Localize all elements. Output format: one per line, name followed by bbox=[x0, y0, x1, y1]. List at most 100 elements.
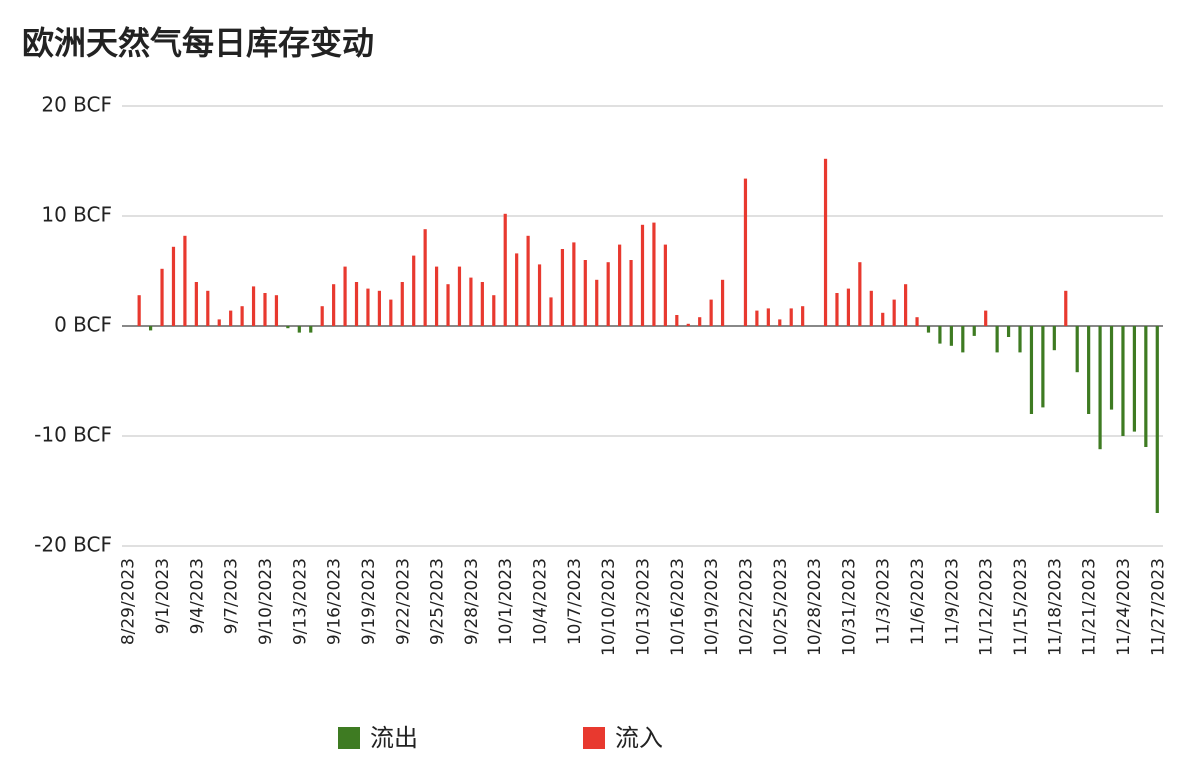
bar bbox=[686, 323, 690, 326]
bar bbox=[206, 290, 210, 326]
bar bbox=[274, 295, 279, 326]
bar bbox=[904, 284, 908, 326]
bar bbox=[332, 284, 336, 326]
x-tick-label: 10/22/2023 bbox=[736, 558, 756, 656]
bar bbox=[137, 295, 141, 326]
x-tick-label: 9/28/2023 bbox=[462, 558, 482, 645]
bar bbox=[1052, 326, 1056, 351]
bar bbox=[720, 279, 725, 326]
bar bbox=[480, 282, 484, 326]
bar bbox=[515, 253, 519, 326]
y-tick-label: -10 BCF bbox=[34, 423, 112, 447]
bar bbox=[217, 319, 221, 326]
bar bbox=[171, 246, 176, 326]
bar bbox=[412, 255, 416, 326]
bar bbox=[343, 266, 347, 326]
x-tick-label: 11/24/2023 bbox=[1114, 558, 1134, 656]
bar bbox=[148, 326, 153, 331]
bar bbox=[766, 308, 770, 326]
bar bbox=[938, 326, 942, 344]
bar bbox=[457, 266, 462, 326]
bar bbox=[652, 222, 656, 326]
bar bbox=[778, 319, 782, 326]
x-tick-label: 9/25/2023 bbox=[428, 558, 448, 645]
bar bbox=[503, 213, 507, 326]
bar bbox=[400, 282, 404, 326]
bar bbox=[618, 244, 622, 326]
bar bbox=[595, 279, 599, 326]
y-tick-label: -20 BCF bbox=[34, 533, 112, 557]
x-tick-label: 9/1/2023 bbox=[153, 558, 173, 634]
bar bbox=[560, 249, 565, 326]
x-tick-label: 10/13/2023 bbox=[634, 558, 654, 656]
legend-swatch bbox=[583, 727, 605, 749]
bar bbox=[1087, 326, 1091, 414]
bar bbox=[297, 326, 301, 333]
bar bbox=[972, 326, 976, 336]
bar bbox=[263, 293, 267, 326]
bar bbox=[823, 158, 828, 326]
bar bbox=[572, 242, 576, 326]
bar bbox=[606, 262, 610, 326]
bar bbox=[183, 235, 187, 326]
bar bbox=[1109, 326, 1114, 410]
x-tick-label: 10/4/2023 bbox=[531, 558, 551, 645]
bar bbox=[1041, 326, 1045, 408]
bar bbox=[629, 260, 633, 326]
bar bbox=[789, 308, 793, 326]
bar bbox=[1006, 326, 1011, 337]
y-tick-label: 20 BCF bbox=[41, 93, 112, 117]
bar bbox=[354, 282, 359, 326]
bar bbox=[915, 317, 919, 326]
bar bbox=[549, 297, 553, 326]
x-tick-label: 11/21/2023 bbox=[1080, 558, 1100, 656]
bar bbox=[251, 286, 256, 326]
bar bbox=[194, 282, 198, 326]
bar bbox=[698, 317, 702, 326]
bar bbox=[320, 306, 324, 326]
bar bbox=[1075, 326, 1079, 373]
x-tick-label: 9/10/2023 bbox=[256, 558, 276, 645]
bar bbox=[229, 310, 233, 326]
x-tick-label: 10/25/2023 bbox=[771, 558, 791, 656]
bar bbox=[537, 264, 542, 326]
bar bbox=[984, 310, 988, 326]
bar bbox=[389, 299, 393, 326]
bar bbox=[709, 299, 713, 326]
bar bbox=[675, 315, 679, 326]
x-tick-label: 8/29/2023 bbox=[119, 558, 139, 645]
bar bbox=[1098, 326, 1102, 450]
bar bbox=[366, 288, 370, 326]
bar bbox=[423, 229, 427, 326]
bar bbox=[434, 266, 439, 326]
bar bbox=[240, 306, 244, 326]
x-tick-label: 10/10/2023 bbox=[599, 558, 619, 656]
x-tick-label: 9/16/2023 bbox=[325, 558, 345, 645]
bar bbox=[469, 277, 473, 326]
x-tick-label: 11/18/2023 bbox=[1045, 558, 1065, 656]
bar bbox=[286, 326, 290, 329]
bar bbox=[846, 288, 851, 326]
bar bbox=[995, 326, 999, 353]
bar bbox=[446, 284, 450, 326]
bar bbox=[526, 235, 530, 326]
bar bbox=[881, 312, 885, 326]
x-tick-label: 11/27/2023 bbox=[1148, 558, 1168, 656]
bar bbox=[583, 260, 587, 326]
bar bbox=[377, 290, 381, 326]
x-tick-label: 10/19/2023 bbox=[702, 558, 722, 656]
bar bbox=[1029, 326, 1034, 414]
x-tick-label: 9/19/2023 bbox=[359, 558, 379, 645]
bar bbox=[801, 306, 805, 326]
bar bbox=[663, 244, 667, 326]
bar bbox=[1132, 326, 1137, 432]
bar bbox=[835, 293, 839, 326]
x-tick-label: 10/1/2023 bbox=[496, 558, 516, 645]
bar bbox=[869, 290, 873, 326]
x-tick-label: 9/13/2023 bbox=[290, 558, 310, 645]
y-tick-label: 10 BCF bbox=[41, 203, 112, 227]
bar bbox=[949, 326, 953, 346]
x-tick-label: 9/22/2023 bbox=[393, 558, 413, 645]
x-tick-label: 9/7/2023 bbox=[222, 558, 242, 634]
